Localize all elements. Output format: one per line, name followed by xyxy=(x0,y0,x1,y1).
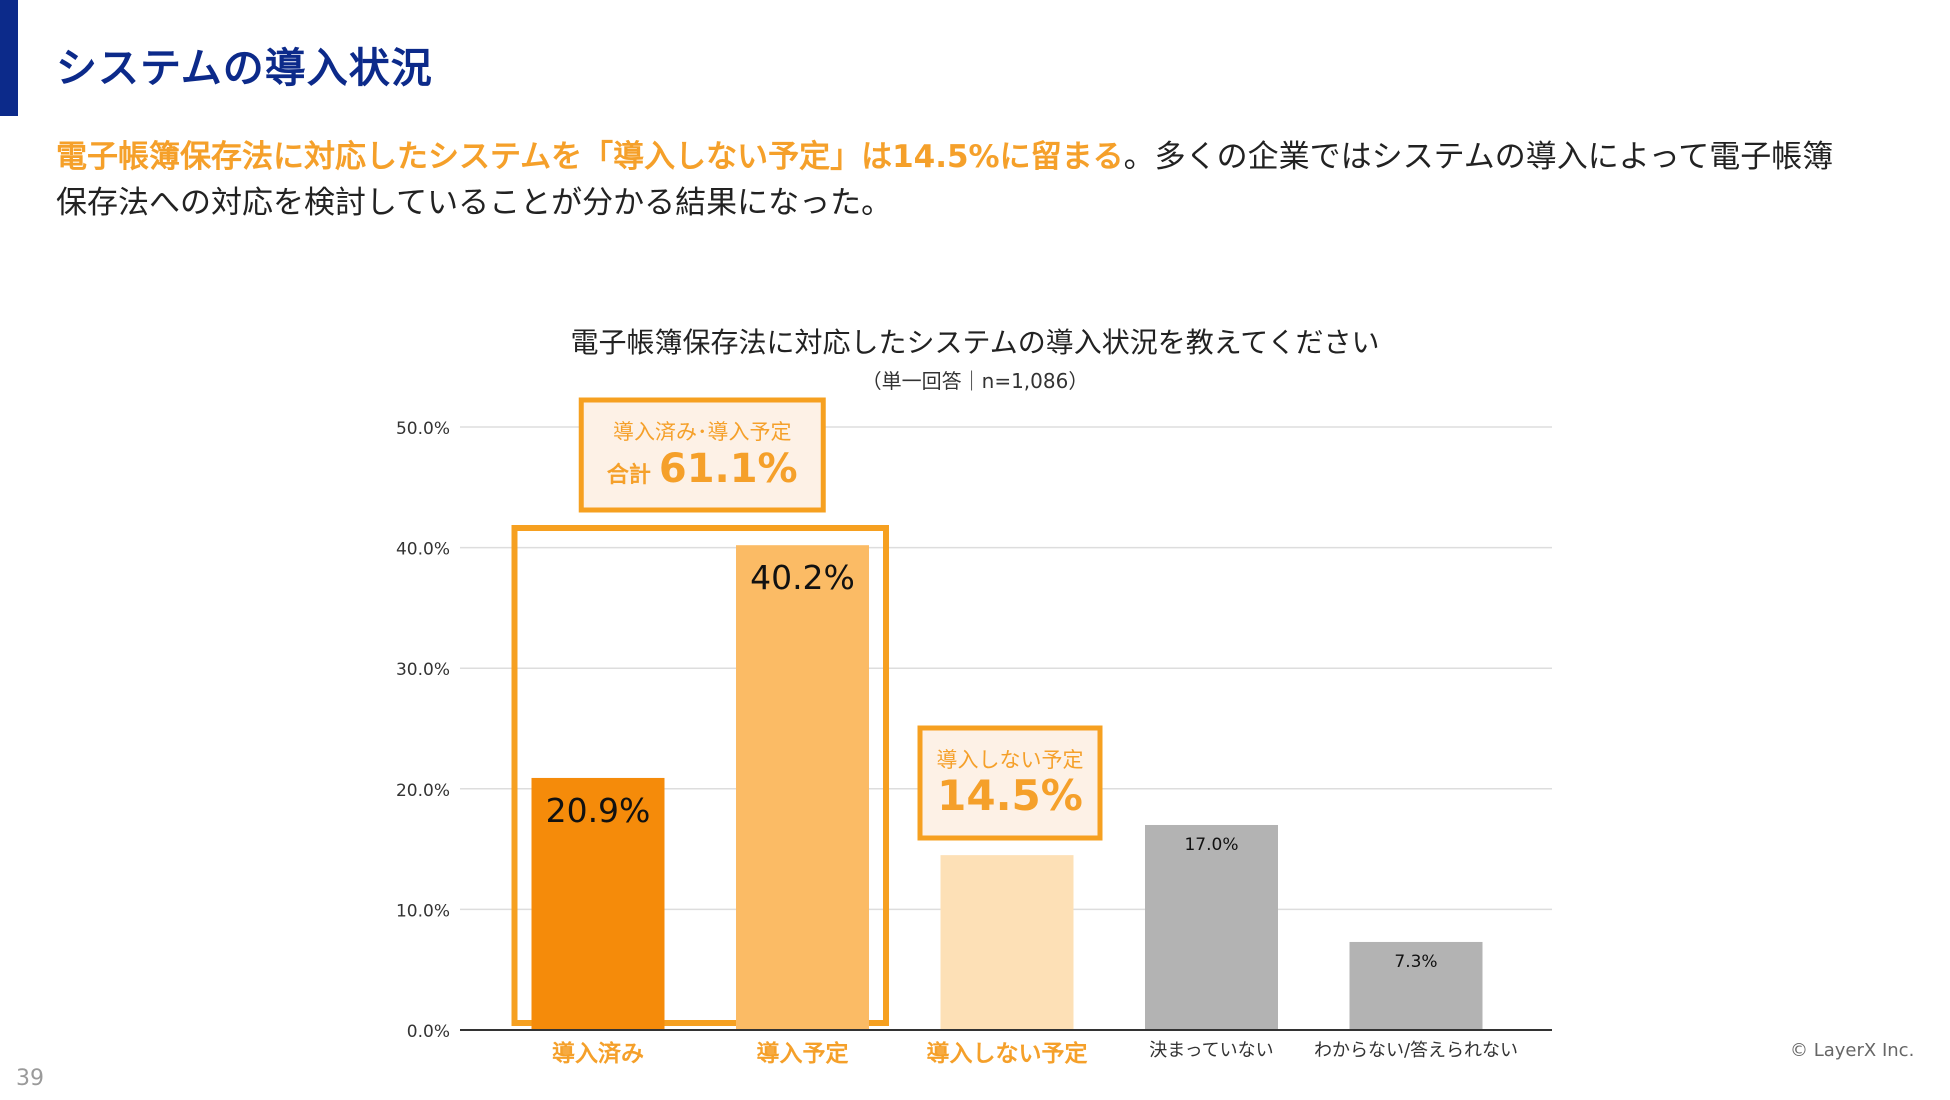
callout-boxes: 導入済み･導入予定 合計 61.1% 導入しない予定 14.5% xyxy=(578,397,1103,841)
lead-paragraph: 電子帳簿保存法に対応したシステムを「導入しない予定」は14.5%に留まる。多くの… xyxy=(56,134,1836,226)
category-label: 導入予定 xyxy=(757,1040,849,1067)
bar-value-label: 20.9% xyxy=(546,791,651,830)
copyright: © LayerX Inc. xyxy=(1790,1040,1915,1061)
category-labels: 導入済み 導入予定 導入しない予定 決まっていない わからない/答えられない xyxy=(552,1040,1518,1067)
bar xyxy=(531,777,665,1030)
bars xyxy=(531,545,1483,1030)
bar-value-label: 40.2% xyxy=(750,558,855,597)
combined-callout-prefix: 合計 xyxy=(607,462,651,488)
y-tick-label: 40.0% xyxy=(396,540,450,560)
chart-subtitle: （単一回答｜n=1,086） xyxy=(862,369,1089,393)
category-label: 導入しない予定 xyxy=(927,1040,1088,1067)
y-axis-ticks: 0.0% 10.0% 20.0% 30.0% 40.0% 50.0% xyxy=(396,419,450,1042)
category-label: 決まっていない xyxy=(1149,1040,1273,1061)
chart-title: 電子帳簿保存法に対応したシステムの導入状況を教えてください xyxy=(571,326,1380,359)
page-title: システムの導入状況 xyxy=(56,44,433,92)
bar xyxy=(736,545,869,1030)
bar xyxy=(940,855,1074,1030)
combined-callout-label: 導入済み･導入予定 xyxy=(613,420,792,444)
value-labels: 20.9% 40.2% 17.0% 7.3% xyxy=(546,558,1438,972)
y-tick-label: 20.0% xyxy=(396,781,450,801)
title-accent-bar xyxy=(0,0,18,116)
y-tick-label: 30.0% xyxy=(396,660,450,680)
bar xyxy=(1145,824,1278,1030)
not-planned-callout-value: 14.5% xyxy=(937,771,1083,820)
lead-highlight: 電子帳簿保存法に対応したシステムを「導入しない予定」は14.5%に留まる xyxy=(56,139,1124,175)
bar-value-label: 7.3% xyxy=(1394,952,1437,972)
combined-group-frame xyxy=(511,525,889,1026)
y-tick-label: 50.0% xyxy=(396,419,450,439)
not-planned-callout-box xyxy=(917,725,1103,841)
combined-callout-value: 61.1% xyxy=(659,446,798,492)
bar-value-label: 17.0% xyxy=(1184,835,1238,855)
combined-callout-total: 合計 61.1% xyxy=(607,446,798,492)
y-tick-label: 10.0% xyxy=(396,901,450,921)
lead-text: 。多くの企業ではシステムの導入によって電子帳簿保存法への対応を検討していることが… xyxy=(56,139,1834,221)
y-tick-label: 0.0% xyxy=(407,1022,450,1042)
category-label: わからない/答えられない xyxy=(1314,1040,1518,1061)
bar xyxy=(1349,941,1483,1030)
category-label: 導入済み xyxy=(552,1040,644,1067)
page-number: 39 xyxy=(16,1066,44,1091)
combined-callout-box xyxy=(578,397,826,513)
callouts xyxy=(511,525,889,1026)
not-planned-callout-label: 導入しない予定 xyxy=(937,748,1084,772)
